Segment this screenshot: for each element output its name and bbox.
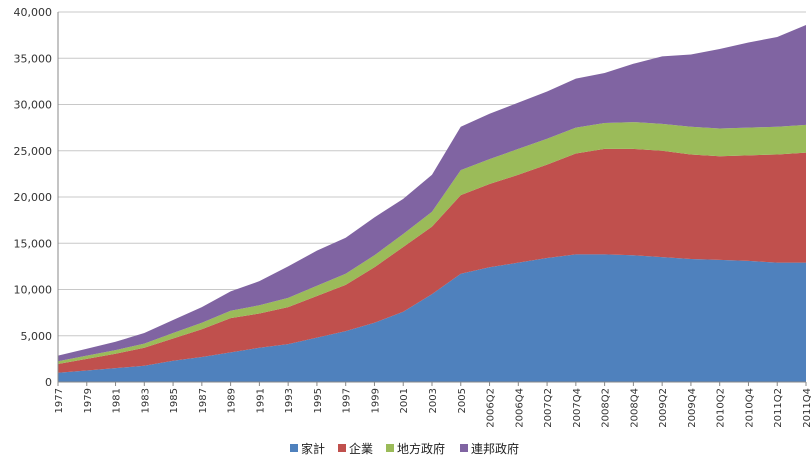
- y-tick-label-2: 10,000: [14, 284, 53, 297]
- x-tick-label-2: 1981: [112, 388, 123, 413]
- x-tick-label-15: 2006Q2: [486, 388, 497, 428]
- y-tick-label-4: 20,000: [14, 191, 53, 204]
- x-tick-label-25: 2011Q2: [773, 388, 784, 428]
- x-tick-label-7: 1991: [255, 388, 266, 413]
- y-tick-label-6: 30,000: [14, 99, 53, 112]
- legend-swatch-2: [386, 444, 394, 452]
- x-axis-tick-labels: 1977 1979 1981 1983 1985 1987 1989 1991 1993 1995…: [54, 388, 811, 428]
- x-tick-label-24: 2010Q4: [744, 388, 755, 428]
- x-tick-label-8: 1993: [284, 388, 295, 413]
- x-tick-label-6: 1989: [227, 388, 238, 413]
- y-tick-label-3: 15,000: [14, 237, 53, 250]
- x-tick-label-22: 2009Q4: [687, 388, 698, 428]
- x-tick-label-4: 1985: [169, 388, 180, 413]
- area-series-2: [58, 122, 806, 364]
- x-tick-label-20: 2008Q4: [629, 388, 640, 428]
- x-tick-label-16: 2006Q4: [514, 388, 525, 428]
- y-tick-label-8: 40,000: [14, 6, 53, 19]
- legend-swatch-1: [338, 444, 346, 452]
- legend-label-1: 企業: [349, 441, 373, 456]
- x-tick-label-13: 2003: [428, 388, 439, 413]
- x-tick-label-0: 1977: [54, 388, 65, 413]
- y-tick-label-5: 25,000: [14, 145, 53, 158]
- area-series-0: [58, 254, 806, 382]
- x-tick-label-3: 1983: [140, 388, 151, 413]
- x-tick-label-17: 2007Q2: [543, 388, 554, 428]
- x-tick-label-11: 1999: [370, 388, 381, 413]
- x-tick-label-19: 2008Q2: [601, 388, 612, 428]
- area-series-3: [58, 24, 806, 362]
- x-tick-label-10: 1997: [342, 388, 353, 413]
- y-tick-label-0: 0: [45, 376, 52, 389]
- legend: 家計 企業 地方政府 連邦政府: [290, 441, 519, 456]
- legend-label-0: 家計: [301, 441, 325, 456]
- x-tick-label-5: 1987: [198, 388, 209, 413]
- y-axis-tick-labels: 0 5,000 10,000 15,000 20,000 25,000 30,000 35,0…: [14, 6, 53, 389]
- axes: [57, 12, 807, 386]
- x-tick-label-1: 1979: [83, 388, 94, 413]
- x-tick-label-23: 2010Q2: [716, 388, 727, 428]
- x-tick-label-9: 1995: [313, 388, 324, 413]
- y-tick-label-1: 5,000: [21, 330, 53, 343]
- legend-swatch-3: [460, 444, 468, 452]
- legend-label-2: 地方政府: [397, 441, 445, 456]
- x-tick-label-14: 2005: [457, 388, 468, 413]
- y-tick-label-7: 35,000: [14, 52, 53, 65]
- x-tick-label-12: 2001: [399, 388, 410, 413]
- x-tick-label-26: 2011Q4: [802, 388, 811, 428]
- area-series-1: [58, 148, 806, 373]
- legend-label-3: 連邦政府: [471, 441, 519, 456]
- area-series-layer: [58, 24, 806, 382]
- x-tick-label-18: 2007Q4: [572, 388, 583, 428]
- legend-swatch-0: [290, 444, 298, 452]
- x-tick-label-21: 2009Q2: [658, 388, 669, 428]
